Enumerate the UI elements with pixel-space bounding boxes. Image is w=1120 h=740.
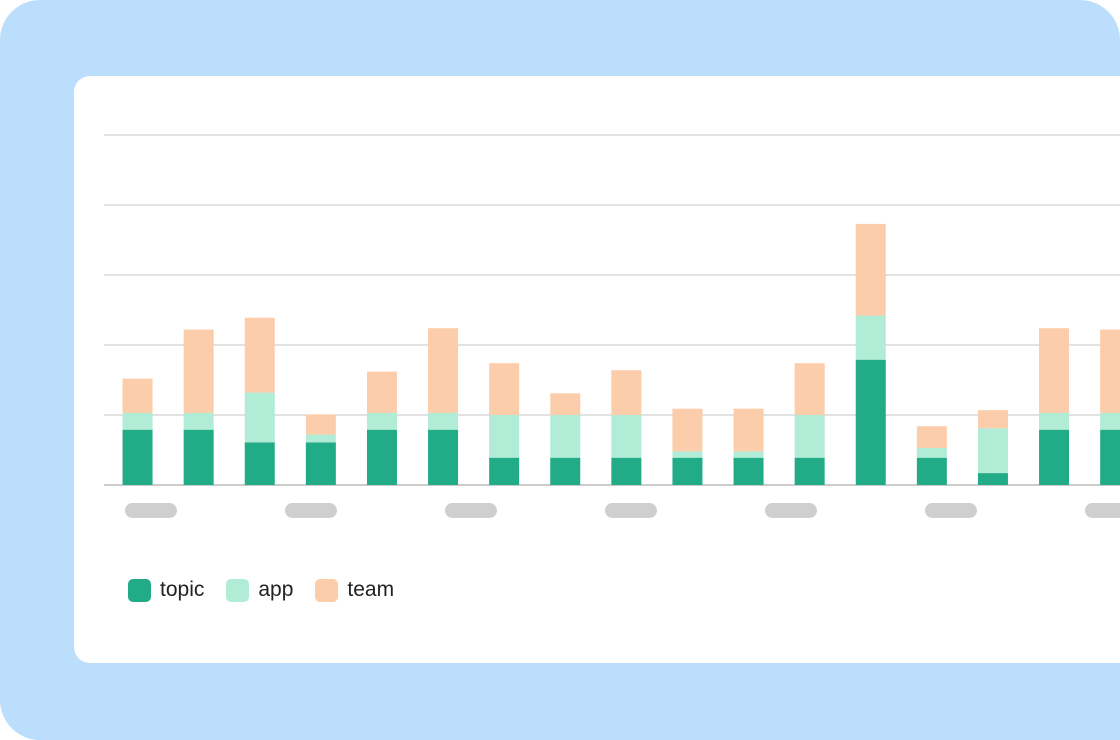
bar-segment [977,428,1008,474]
placeholder [925,503,977,518]
bar-segment [305,434,336,443]
bar-segment [977,410,1008,429]
bar-segment [855,315,886,360]
bar-segment [305,442,336,485]
bar-segment [672,457,703,485]
x-placeholders [125,503,1120,518]
bar-segment [428,328,459,413]
bar-segment [733,408,764,452]
bar-segment [122,429,153,485]
placeholder [1085,503,1120,518]
bar-segment [794,363,825,415]
bar-segment [1100,329,1120,413]
bar-segment [1100,412,1120,430]
bar-segment [550,457,581,485]
bar-segment [733,457,764,485]
legend-swatch [315,578,339,602]
bar-segment [244,442,275,485]
legend-item: topic [128,578,204,602]
placeholder [285,503,337,518]
bar-segment [794,415,825,458]
placeholder [445,503,497,518]
bar-segment [244,392,275,443]
bar-segment [244,317,275,393]
bar-segment [489,457,520,485]
legend-swatch [128,578,151,602]
placeholder [125,503,177,518]
bar-segment [672,408,703,452]
bar-segment [855,359,886,485]
legend-label: app [258,578,294,601]
bar-segment [550,393,581,415]
bar-segment [183,329,214,413]
bar-segment [611,370,642,415]
bar-segment [1039,429,1070,485]
bar-segment [733,451,764,458]
bar-segment [1039,412,1070,430]
bar-segment [183,429,214,485]
bar-segment [1100,429,1120,485]
bar-segment [916,447,947,458]
bar-segment [611,457,642,485]
bar-segment [122,412,153,430]
legend-label: topic [160,578,205,601]
legend-swatch [226,578,250,602]
bar-segment [977,473,1008,485]
bar-segment [611,415,642,458]
legend-label: team [347,578,395,601]
placeholder [765,503,817,518]
placeholder [605,503,657,518]
bar-segment [305,414,336,435]
bar-segment [366,412,397,430]
bar-segment [489,415,520,458]
bar-segment [489,363,520,415]
bar-segment [428,412,459,430]
legend-item: team [315,578,394,602]
bar-segment [916,457,947,485]
bar-segment [550,415,581,458]
bar-segment [366,371,397,413]
legend: topic app team [128,578,416,602]
bar-segment [672,451,703,458]
bar-segment [855,223,886,316]
bar-segment [1039,328,1070,413]
bar-segment [916,426,947,448]
legend-item: app [226,578,293,602]
bar-segment [366,429,397,485]
bar-segment [428,429,459,485]
bar-segment [183,412,214,430]
bar-segment [122,378,153,413]
bar-segment [794,457,825,485]
